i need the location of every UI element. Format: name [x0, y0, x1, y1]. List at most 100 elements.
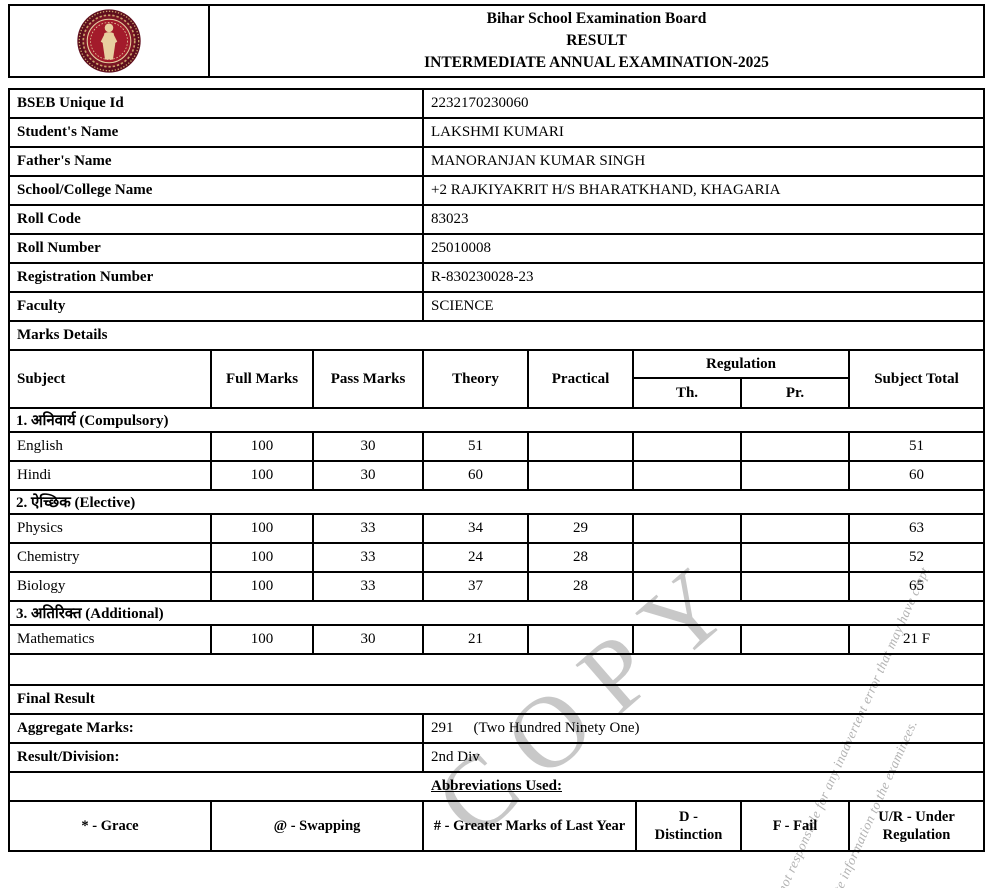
subject-cell: Physics — [10, 515, 212, 542]
regulation-pr-cell — [742, 462, 850, 489]
aggregate-number: 291 — [431, 720, 454, 736]
field-label: Father's Name — [10, 148, 424, 175]
exam-name: INTERMEDIATE ANNUAL EXAMINATION-2025 — [424, 53, 769, 71]
detail-row-father-name: Father's Name MANORANJAN KUMAR SINGH — [10, 148, 983, 177]
marks-row-hindi: Hindi 100 30 60 60 — [10, 462, 983, 491]
practical-cell: 28 — [529, 544, 634, 571]
field-label: Registration Number — [10, 264, 424, 291]
field-value: +2 RAJKIYAKRIT H/S BHARATKHAND, KHAGARIA — [431, 182, 781, 198]
theory-cell: 37 — [424, 573, 529, 600]
regulation-th-cell — [634, 544, 742, 571]
field-value: 25010008 — [431, 240, 491, 256]
result-page: Bihar School Examination Board RESULT IN… — [8, 4, 985, 852]
result-division-row: Result/Division: 2nd Div — [10, 744, 983, 773]
practical-cell — [529, 462, 634, 489]
field-label: Roll Code — [10, 206, 424, 233]
pass-marks-cell: 30 — [314, 433, 424, 460]
field-label: School/College Name — [10, 177, 424, 204]
final-result-heading-row: Final Result — [10, 686, 983, 715]
marks-header-row: Subject Full Marks Pass Marks Theory Pra… — [10, 351, 983, 409]
marks-details-heading-row: Marks Details — [10, 322, 983, 351]
detail-row-roll-code: Roll Code 83023 — [10, 206, 983, 235]
pass-marks-cell: 33 — [314, 544, 424, 571]
pass-marks-cell: 33 — [314, 515, 424, 542]
subject-cell: Biology — [10, 573, 212, 600]
result-division-value: 2nd Div — [431, 749, 480, 765]
field-label: Faculty — [10, 293, 424, 320]
regulation-pr-cell — [742, 433, 850, 460]
regulation-pr-cell — [742, 515, 850, 542]
col-header-practical: Practical — [529, 351, 634, 407]
col-header-full-marks: Full Marks — [212, 351, 314, 407]
section-label: 3. अतिरिक्त (Additional) — [16, 606, 164, 622]
subject-total-cell: 52 — [909, 549, 924, 565]
spacer-row — [10, 655, 983, 686]
theory-cell: 34 — [424, 515, 529, 542]
regulation-pr-cell — [742, 626, 850, 653]
detail-row-unique-id: BSEB Unique Id 2232170230060 — [10, 90, 983, 119]
subject-total-cell: 65 — [909, 578, 924, 594]
logo-cell — [10, 6, 210, 76]
abbr-under-regulation: U/R - Under Regulation — [878, 808, 955, 843]
theory-cell: 24 — [424, 544, 529, 571]
subject-total-cell: 60 — [909, 467, 924, 483]
subject-total-cell: 51 — [909, 438, 924, 454]
field-value: SCIENCE — [431, 298, 494, 314]
result-division-label: Result/Division: — [10, 744, 424, 771]
col-header-pass-marks: Pass Marks — [314, 351, 424, 407]
result-table: BSEB Unique Id 2232170230060 Student's N… — [8, 88, 985, 852]
col-header-th: Th. — [634, 379, 742, 407]
detail-row-faculty: Faculty SCIENCE — [10, 293, 983, 322]
abbr-greater-marks: # - Greater Marks of Last Year — [424, 802, 637, 850]
section-elective: 2. ऐच्छिक (Elective) — [10, 491, 983, 515]
marks-row-mathematics: Mathematics 100 30 21 21 F — [10, 626, 983, 655]
detail-row-student-name: Student's Name LAKSHMI KUMARI — [10, 119, 983, 148]
pass-marks-cell: 30 — [314, 626, 424, 653]
final-result-label: Final Result — [17, 691, 95, 707]
col-header-subject: Subject — [10, 351, 212, 407]
regulation-pr-cell — [742, 544, 850, 571]
col-header-theory: Theory — [424, 351, 529, 407]
subject-cell: Chemistry — [10, 544, 212, 571]
board-name: Bihar School Examination Board — [486, 10, 707, 28]
section-label: 2. ऐच्छिक (Elective) — [16, 495, 136, 511]
marks-row-biology: Biology 100 33 37 28 65 — [10, 573, 983, 602]
regulation-pr-cell — [742, 573, 850, 600]
practical-cell — [529, 433, 634, 460]
abbreviations-title: Abbreviations Used: — [431, 778, 562, 794]
pass-marks-cell: 33 — [314, 573, 424, 600]
regulation-th-cell — [634, 433, 742, 460]
field-value: 83023 — [431, 211, 469, 227]
practical-cell: 29 — [529, 515, 634, 542]
field-value: LAKSHMI KUMARI — [431, 124, 564, 140]
full-marks-cell: 100 — [212, 573, 314, 600]
section-compulsory: 1. अनिवार्य (Compulsory) — [10, 409, 983, 433]
full-marks-cell: 100 — [212, 544, 314, 571]
col-header-regulation: Regulation — [634, 351, 848, 379]
subject-cell: English — [10, 433, 212, 460]
abbr-grace: * - Grace — [10, 802, 212, 850]
theory-cell: 60 — [424, 462, 529, 489]
abbr-distinction: D - Distinction — [637, 802, 742, 850]
col-header-pr: Pr. — [785, 384, 805, 401]
aggregate-words: (Two Hundred Ninety One) — [473, 720, 640, 736]
practical-cell — [529, 626, 634, 653]
full-marks-cell: 100 — [212, 626, 314, 653]
subject-cell: Mathematics — [10, 626, 212, 653]
section-additional: 3. अतिरिक्त (Additional) — [10, 602, 983, 626]
regulation-subheaders: Th. Pr. — [634, 379, 848, 407]
marks-row-physics: Physics 100 33 34 29 63 — [10, 515, 983, 544]
subject-total-cell: 21 F — [902, 631, 931, 647]
field-label: Roll Number — [10, 235, 424, 262]
full-marks-cell: 100 — [212, 515, 314, 542]
aggregate-marks-row: Aggregate Marks: 291 (Two Hundred Ninety… — [10, 715, 983, 744]
bseb-seal-icon — [77, 9, 141, 73]
field-value: 2232170230060 — [431, 95, 529, 111]
field-label: Student's Name — [10, 119, 424, 146]
aggregate-marks-label: Aggregate Marks: — [10, 715, 424, 742]
header-titles: Bihar School Examination Board RESULT IN… — [210, 6, 983, 76]
field-label: BSEB Unique Id — [10, 90, 424, 117]
subject-cell: Hindi — [10, 462, 212, 489]
theory-cell: 51 — [424, 433, 529, 460]
detail-row-roll-number: Roll Number 25010008 — [10, 235, 983, 264]
